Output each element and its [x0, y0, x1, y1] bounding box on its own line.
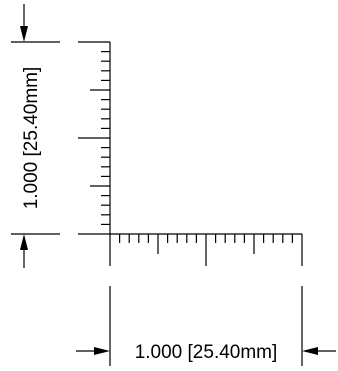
vertical-dimension-label: 1.000 [25.40mm] [21, 67, 42, 210]
horizontal-dimension-value: 1.000 [135, 342, 183, 363]
horizontal-arrow-right-head [302, 347, 318, 355]
horizontal-dimension-label: 1.000 [25.40mm] [135, 342, 278, 363]
vertical-dimension-value: 1.000 [21, 162, 42, 210]
vertical-arrow-top-head [20, 26, 28, 42]
vertical-arrow-bottom-head [20, 234, 28, 250]
vertical-ruler [78, 41, 111, 235]
horizontal-arrow-left-head [94, 347, 110, 355]
horizontal-dimension-metric: [25.40mm] [188, 342, 278, 363]
horizontal-ruler [109, 233, 303, 266]
vertical-dimension-metric: [25.40mm] [21, 67, 42, 157]
